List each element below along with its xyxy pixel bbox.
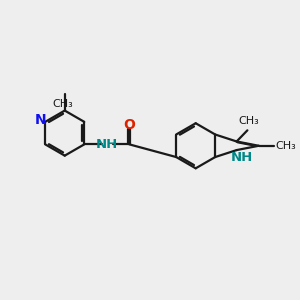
Text: CH₃: CH₃ <box>52 99 73 109</box>
Text: NH: NH <box>96 138 118 151</box>
Text: NH: NH <box>230 151 253 164</box>
Text: CH₃: CH₃ <box>238 116 259 126</box>
Text: CH₃: CH₃ <box>276 141 296 151</box>
Text: N: N <box>35 112 47 127</box>
Text: O: O <box>123 118 135 132</box>
